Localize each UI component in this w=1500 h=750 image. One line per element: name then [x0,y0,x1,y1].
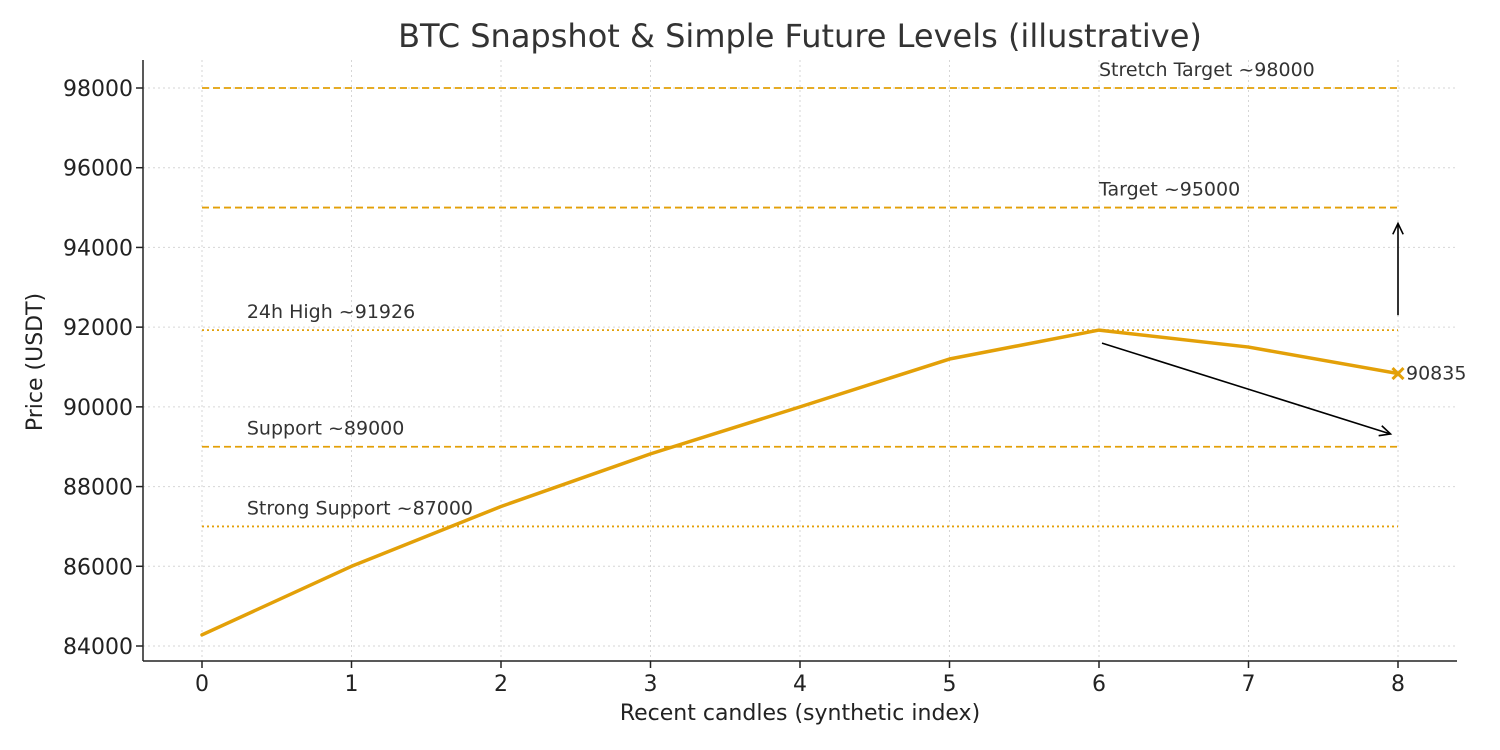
arrows-layer [1101,221,1404,437]
x-tick-label: 2 [494,672,508,697]
last-price-label: 90835 [1406,363,1466,385]
down-arrow [1101,342,1393,437]
levels-layer: Stretch Target ~98000 Target ~95000 24h Hi… [202,59,1398,528]
target-label: Target ~95000 [1098,179,1240,201]
y-tick-label: 98000 [63,77,133,102]
y-tick-label: 96000 [63,157,133,182]
y-tick-label: 90000 [63,396,133,421]
y-tick-label: 92000 [63,316,133,341]
last-price-marker [1391,367,1405,381]
series-layer: 90835 [200,328,1466,637]
y-axis-label: Price (USDT) [23,293,48,431]
24h-high-label: 24h High ~91926 [247,301,415,323]
x-tick-label: 0 [195,672,209,697]
support-label: Support ~89000 [247,418,405,440]
stretch-target-label: Stretch Target ~98000 [1099,59,1315,81]
x-axis-label: Recent candles (synthetic index) [620,701,980,726]
x-tick-label: 5 [943,672,957,697]
strong-support-label: Strong Support ~87000 [247,497,473,519]
x-tick-label: 3 [644,672,658,697]
x-tick-label: 7 [1242,672,1256,697]
price-line [200,328,1400,637]
y-tick-label: 94000 [63,236,133,261]
y-tick-label: 86000 [63,555,133,580]
y-tick-label: 84000 [63,635,133,660]
x-tick-label: 6 [1092,672,1106,697]
chart-title: BTC Snapshot & Simple Future Levels (ill… [398,17,1202,55]
up-arrow [1392,221,1404,316]
x-tick-label: 1 [345,672,359,697]
x-tick-label: 8 [1391,672,1405,697]
ticks-layer: 0 1 2 3 4 5 6 7 8 84000 86000 88000 90000 92000 94000 9… [63,77,1405,697]
y-tick-label: 88000 [63,476,133,501]
x-tick-label: 4 [793,672,807,697]
